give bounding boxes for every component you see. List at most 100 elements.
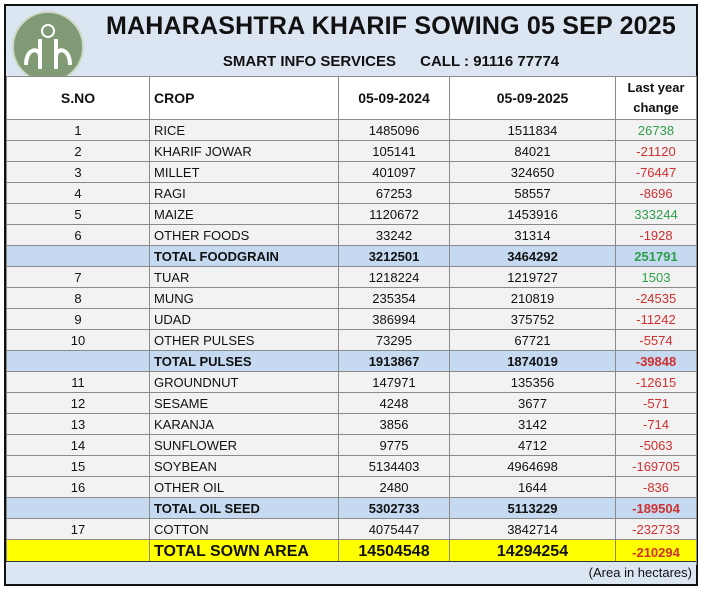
table-row: 6 OTHER FOODS 33242 31314 -1928 bbox=[6, 224, 697, 246]
sno-cell: 2 bbox=[6, 140, 150, 162]
table-row: 3 MILLET 401097 324650 -76447 bbox=[6, 161, 697, 183]
change-cell: -39848 bbox=[615, 350, 697, 372]
total-row: TOTAL OIL SEED 5302733 5113229 -189504 bbox=[6, 497, 697, 519]
grand-total-row: TOTAL SOWN AREA 14504548 14294254 -210294 bbox=[6, 539, 697, 565]
company-name: SMART INFO SERVICES bbox=[222, 53, 396, 70]
report-title: MAHARASHTRA KHARIF SOWING 05 SEP 2025 bbox=[106, 12, 676, 40]
table-row: 5 MAIZE 1120672 1453916 333244 bbox=[6, 203, 697, 225]
sno-cell: 13 bbox=[6, 413, 150, 435]
crop-cell: OTHER PULSES bbox=[149, 329, 339, 351]
value-2025-cell: 1219727 bbox=[449, 266, 616, 288]
change-cell: 1503 bbox=[615, 266, 697, 288]
crop-cell: MUNG bbox=[149, 287, 339, 309]
crop-cell: RICE bbox=[149, 119, 339, 141]
value-2025-cell: 3842714 bbox=[449, 518, 616, 540]
column-header-sno: S.NO bbox=[6, 76, 150, 120]
value-2024-cell: 73295 bbox=[338, 329, 450, 351]
value-2024-cell: 3856 bbox=[338, 413, 450, 435]
table-row: 4 RAGI 67253 58557 -8696 bbox=[6, 182, 697, 204]
value-2025-cell: 375752 bbox=[449, 308, 616, 330]
value-2025-cell: 84021 bbox=[449, 140, 616, 162]
crop-cell: UDAD bbox=[149, 308, 339, 330]
change-cell: -210294 bbox=[615, 539, 697, 565]
change-cell: 26738 bbox=[615, 119, 697, 141]
phone-number: CALL : 91116 77774 bbox=[420, 53, 560, 70]
crop-cell: MAIZE bbox=[149, 203, 339, 225]
change-cell: -76447 bbox=[615, 161, 697, 183]
crop-cell: TOTAL OIL SEED bbox=[149, 497, 339, 519]
value-2025-cell: 135356 bbox=[449, 371, 616, 393]
report-frame: MAHARASHTRA KHARIF SOWING 05 SEP 2025 SM… bbox=[4, 4, 698, 586]
value-2024-cell: 5134403 bbox=[338, 455, 450, 477]
value-2025-cell: 58557 bbox=[449, 182, 616, 204]
table-row: 15 SOYBEAN 5134403 4964698 -169705 bbox=[6, 455, 697, 477]
table-row: 9 UDAD 386994 375752 -11242 bbox=[6, 308, 697, 330]
column-header-2024: 05-09-2024 bbox=[338, 76, 450, 120]
total-row: TOTAL PULSES 1913867 1874019 -39848 bbox=[6, 350, 697, 372]
change-cell: -232733 bbox=[615, 518, 697, 540]
value-2024-cell: 5302733 bbox=[338, 497, 450, 519]
crop-cell: COTTON bbox=[149, 518, 339, 540]
value-2024-cell: 1913867 bbox=[338, 350, 450, 372]
value-2025-cell: 31314 bbox=[449, 224, 616, 246]
table-row: 16 OTHER OIL 2480 1644 -836 bbox=[6, 476, 697, 498]
value-2024-cell: 33242 bbox=[338, 224, 450, 246]
sno-cell: 16 bbox=[6, 476, 150, 498]
change-cell: -714 bbox=[615, 413, 697, 435]
value-2025-cell: 4964698 bbox=[449, 455, 616, 477]
change-cell: 333244 bbox=[615, 203, 697, 225]
value-2025-cell: 1453916 bbox=[449, 203, 616, 225]
sno-cell bbox=[6, 539, 150, 565]
value-2025-cell: 1874019 bbox=[449, 350, 616, 372]
change-cell: -12615 bbox=[615, 371, 697, 393]
crop-cell: MILLET bbox=[149, 161, 339, 183]
value-2025-cell: 5113229 bbox=[449, 497, 616, 519]
sno-cell: 7 bbox=[6, 266, 150, 288]
value-2025-cell: 3677 bbox=[449, 392, 616, 414]
value-2024-cell: 1485096 bbox=[338, 119, 450, 141]
value-2024-cell: 1218224 bbox=[338, 266, 450, 288]
company-logo bbox=[12, 11, 84, 83]
sno-cell: 8 bbox=[6, 287, 150, 309]
value-2025-cell: 1511834 bbox=[449, 119, 616, 141]
sno-cell bbox=[6, 350, 150, 372]
table-row: 17 COTTON 4075447 3842714 -232733 bbox=[6, 518, 697, 540]
sno-cell bbox=[6, 245, 150, 267]
sno-cell: 6 bbox=[6, 224, 150, 246]
crop-cell: GROUNDNUT bbox=[149, 371, 339, 393]
value-2025-cell: 210819 bbox=[449, 287, 616, 309]
total-row: TOTAL FOODGRAIN 3212501 3464292 251791 bbox=[6, 245, 697, 267]
crop-cell: KARANJA bbox=[149, 413, 339, 435]
crop-cell: TUAR bbox=[149, 266, 339, 288]
crop-cell: OTHER OIL bbox=[149, 476, 339, 498]
crop-cell: KHARIF JOWAR bbox=[149, 140, 339, 162]
sno-cell: 15 bbox=[6, 455, 150, 477]
table-row: 10 OTHER PULSES 73295 67721 -5574 bbox=[6, 329, 697, 351]
value-2024-cell: 401097 bbox=[338, 161, 450, 183]
sno-cell: 5 bbox=[6, 203, 150, 225]
report-subtitle: SMART INFO SERVICES CALL : 91116 77774 bbox=[86, 53, 696, 70]
crop-cell: SUNFLOWER bbox=[149, 434, 339, 456]
crop-cell: TOTAL PULSES bbox=[149, 350, 339, 372]
sno-cell: 10 bbox=[6, 329, 150, 351]
value-2024-cell: 3212501 bbox=[338, 245, 450, 267]
sno-cell: 12 bbox=[6, 392, 150, 414]
table-body: 1 RICE 1485096 1511834 26738 2 KHARIF JOWAR 105… bbox=[6, 119, 697, 565]
table-row: 13 KARANJA 3856 3142 -714 bbox=[6, 413, 697, 435]
table-row: 14 SUNFLOWER 9775 4712 -5063 bbox=[6, 434, 697, 456]
sno-cell: 17 bbox=[6, 518, 150, 540]
sno-cell: 4 bbox=[6, 182, 150, 204]
crop-cell: RAGI bbox=[149, 182, 339, 204]
value-2024-cell: 235354 bbox=[338, 287, 450, 309]
change-cell: -21120 bbox=[615, 140, 697, 162]
value-2024-cell: 1120672 bbox=[338, 203, 450, 225]
unit-note: (Area in hectares) bbox=[588, 565, 692, 580]
crop-cell: SESAME bbox=[149, 392, 339, 414]
sno-cell bbox=[6, 497, 150, 519]
change-cell: -189504 bbox=[615, 497, 697, 519]
value-2025-cell: 1644 bbox=[449, 476, 616, 498]
sno-cell: 3 bbox=[6, 161, 150, 183]
sno-cell: 14 bbox=[6, 434, 150, 456]
report-footer: (Area in hectares) bbox=[6, 561, 696, 584]
value-2024-cell: 386994 bbox=[338, 308, 450, 330]
